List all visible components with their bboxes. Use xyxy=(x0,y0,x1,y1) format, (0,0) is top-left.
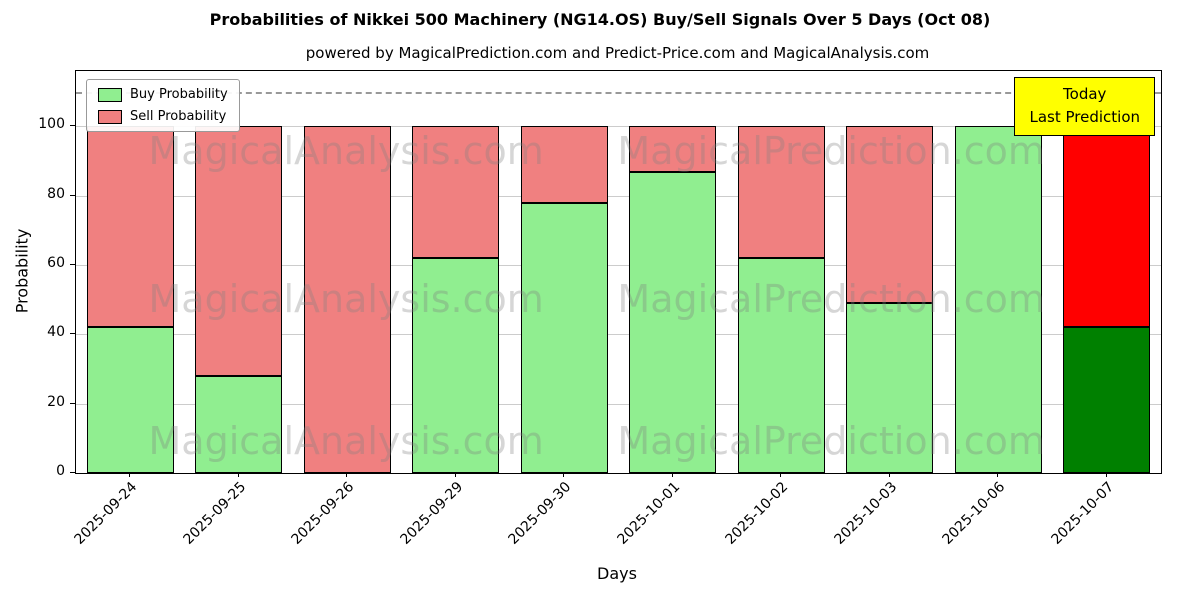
y-axis-tick xyxy=(70,125,75,127)
sell-bar-segment xyxy=(303,126,391,473)
legend-item-buy: Buy Probability xyxy=(98,87,228,102)
today-annotation-line2: Last Prediction xyxy=(1029,108,1140,127)
x-axis-tick xyxy=(563,472,565,477)
x-axis-tick xyxy=(454,472,456,477)
bar-group xyxy=(293,71,402,473)
bar-group xyxy=(510,71,619,473)
y-axis-tick xyxy=(70,402,75,404)
legend: Buy Probability Sell Probability xyxy=(86,79,240,132)
sell-bar-segment xyxy=(86,126,174,328)
x-tick-label: 2025-10-01 xyxy=(614,479,684,548)
chart-subtitle: powered by MagicalPrediction.com and Pre… xyxy=(305,44,930,62)
x-axis-tick xyxy=(888,472,890,477)
bars-layer xyxy=(76,71,1161,473)
y-gridline xyxy=(76,265,1161,267)
y-gridline xyxy=(76,403,1161,405)
buy-bar-segment xyxy=(195,375,283,473)
y-tick-label: 100 xyxy=(38,116,65,133)
y-tick-label: 0 xyxy=(56,463,65,479)
legend-label-buy: Buy Probability xyxy=(130,87,228,102)
sell-bar-segment xyxy=(1063,126,1151,328)
legend-swatch-sell-icon xyxy=(98,109,122,124)
threshold-dashed-line xyxy=(76,91,1161,94)
legend-item-sell: Sell Probability xyxy=(98,109,228,124)
x-axis-tick xyxy=(780,472,782,477)
sell-bar-segment xyxy=(629,126,717,172)
bar-group xyxy=(619,71,728,473)
buy-bar-segment xyxy=(520,202,608,473)
chart-title: Probabilities of Nikkei 500 Machinery (N… xyxy=(209,10,991,29)
buy-bar-segment xyxy=(412,258,500,473)
x-tick-label: 2025-10-07 xyxy=(1048,479,1118,548)
y-axis-tick xyxy=(70,264,75,266)
buy-bar-segment xyxy=(629,171,717,473)
y-axis-tick xyxy=(70,194,75,196)
bar-group xyxy=(402,71,511,473)
plot-area: Buy Probability Sell Probability Today L… xyxy=(75,70,1162,474)
sell-bar-segment xyxy=(412,126,500,259)
sell-bar-segment xyxy=(195,126,283,376)
x-axis-tick xyxy=(1105,472,1107,477)
x-tick-label: 2025-09-26 xyxy=(288,479,358,548)
buy-bar-segment xyxy=(1063,327,1151,473)
y-gridline xyxy=(76,334,1161,336)
x-tick-label: 2025-10-06 xyxy=(939,479,1009,548)
x-tick-label: 2025-09-30 xyxy=(505,479,575,548)
buy-bar-segment xyxy=(86,327,174,473)
x-axis-tick xyxy=(346,472,348,477)
sell-bar-segment xyxy=(520,126,608,203)
y-tick-label: 60 xyxy=(47,255,65,272)
y-tick-label: 40 xyxy=(47,324,65,341)
legend-label-sell: Sell Probability xyxy=(130,109,227,124)
x-tick-label: 2025-10-02 xyxy=(722,479,792,548)
x-axis-tick xyxy=(237,472,239,477)
y-tick-label: 80 xyxy=(47,185,65,202)
bar-group xyxy=(836,71,945,473)
bar-group xyxy=(727,71,836,473)
buy-bar-segment xyxy=(737,258,825,473)
x-axis-tick xyxy=(671,472,673,477)
y-axis-tick xyxy=(70,472,75,473)
x-tick-label: 2025-10-03 xyxy=(831,479,901,548)
sell-bar-segment xyxy=(846,126,934,304)
y-tick-label: 20 xyxy=(47,393,65,410)
today-annotation: Today Last Prediction xyxy=(1014,77,1155,136)
x-axis-tick xyxy=(129,472,131,477)
y-gridline xyxy=(76,126,1161,128)
x-axis-label: Days xyxy=(597,564,637,583)
x-axis-tick xyxy=(997,472,999,477)
x-tick-label: 2025-09-25 xyxy=(180,479,250,548)
buy-bar-segment xyxy=(846,303,934,473)
buy-bar-segment xyxy=(954,126,1042,473)
y-axis-tick xyxy=(70,333,75,335)
x-tick-label: 2025-09-29 xyxy=(397,479,467,548)
y-gridline xyxy=(76,195,1161,197)
today-annotation-line1: Today xyxy=(1063,85,1107,103)
x-tick-label: 2025-09-24 xyxy=(71,479,141,548)
legend-swatch-buy-icon xyxy=(98,87,122,102)
sell-bar-segment xyxy=(737,126,825,259)
bar-group xyxy=(944,71,1053,473)
